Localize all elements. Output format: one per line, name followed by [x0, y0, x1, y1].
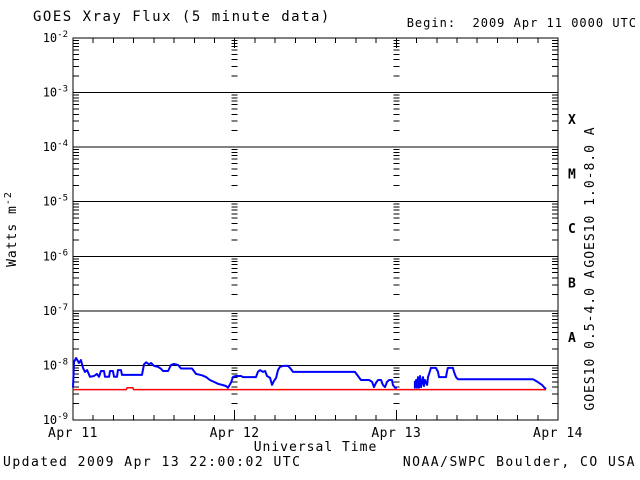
y-tick-label: 10-6: [43, 248, 68, 263]
flare-class-label: B: [568, 277, 576, 292]
y-tick-label: 10-9: [43, 412, 68, 427]
x-tick-label: Apr 11: [48, 426, 98, 441]
y-tick-label: 10-2: [43, 30, 68, 45]
trace-segment: [72, 357, 397, 389]
updated-timestamp-label: Updated 2009 Apr 13 22:00:02 UTC: [3, 455, 302, 470]
y-tick-label: 10-7: [43, 303, 68, 318]
chart-title: GOES Xray Flux (5 minute data): [33, 9, 331, 25]
x-tick-label: Apr 12: [210, 426, 260, 441]
flare-class-label: X: [568, 113, 576, 128]
series-trace-goes10-0-5-4-0-a: [72, 357, 547, 390]
trace-segment: [413, 366, 547, 390]
series-trace-goes10-1-0-8-0-a: [73, 386, 546, 391]
x-tick-label: Apr 14: [533, 426, 583, 441]
y-tick-label: 10-8: [43, 357, 68, 372]
source-attribution-label: NOAA/SWPC Boulder, CO USA: [402, 455, 636, 470]
series-label: GOES10 1.0-8.0 A: [583, 126, 598, 267]
flare-class-label: C: [568, 222, 576, 237]
flare-class-label: A: [568, 331, 576, 346]
y-axis-title: Watts m-2: [3, 191, 20, 267]
flare-class-label: M: [568, 167, 576, 182]
x-tick-label: Apr 13: [371, 426, 421, 441]
begin-time-label: Begin: 2009 Apr 11 0000 UTC: [406, 16, 637, 30]
series-label: GOES10 0.5-4.0 A: [583, 269, 598, 410]
x-axis-title: Universal Time: [253, 440, 378, 455]
y-tick-label: 10-4: [43, 139, 68, 154]
y-tick-label: 10-5: [43, 194, 68, 209]
y-tick-label: 10-3: [43, 85, 68, 100]
trace-segment: [73, 386, 546, 391]
